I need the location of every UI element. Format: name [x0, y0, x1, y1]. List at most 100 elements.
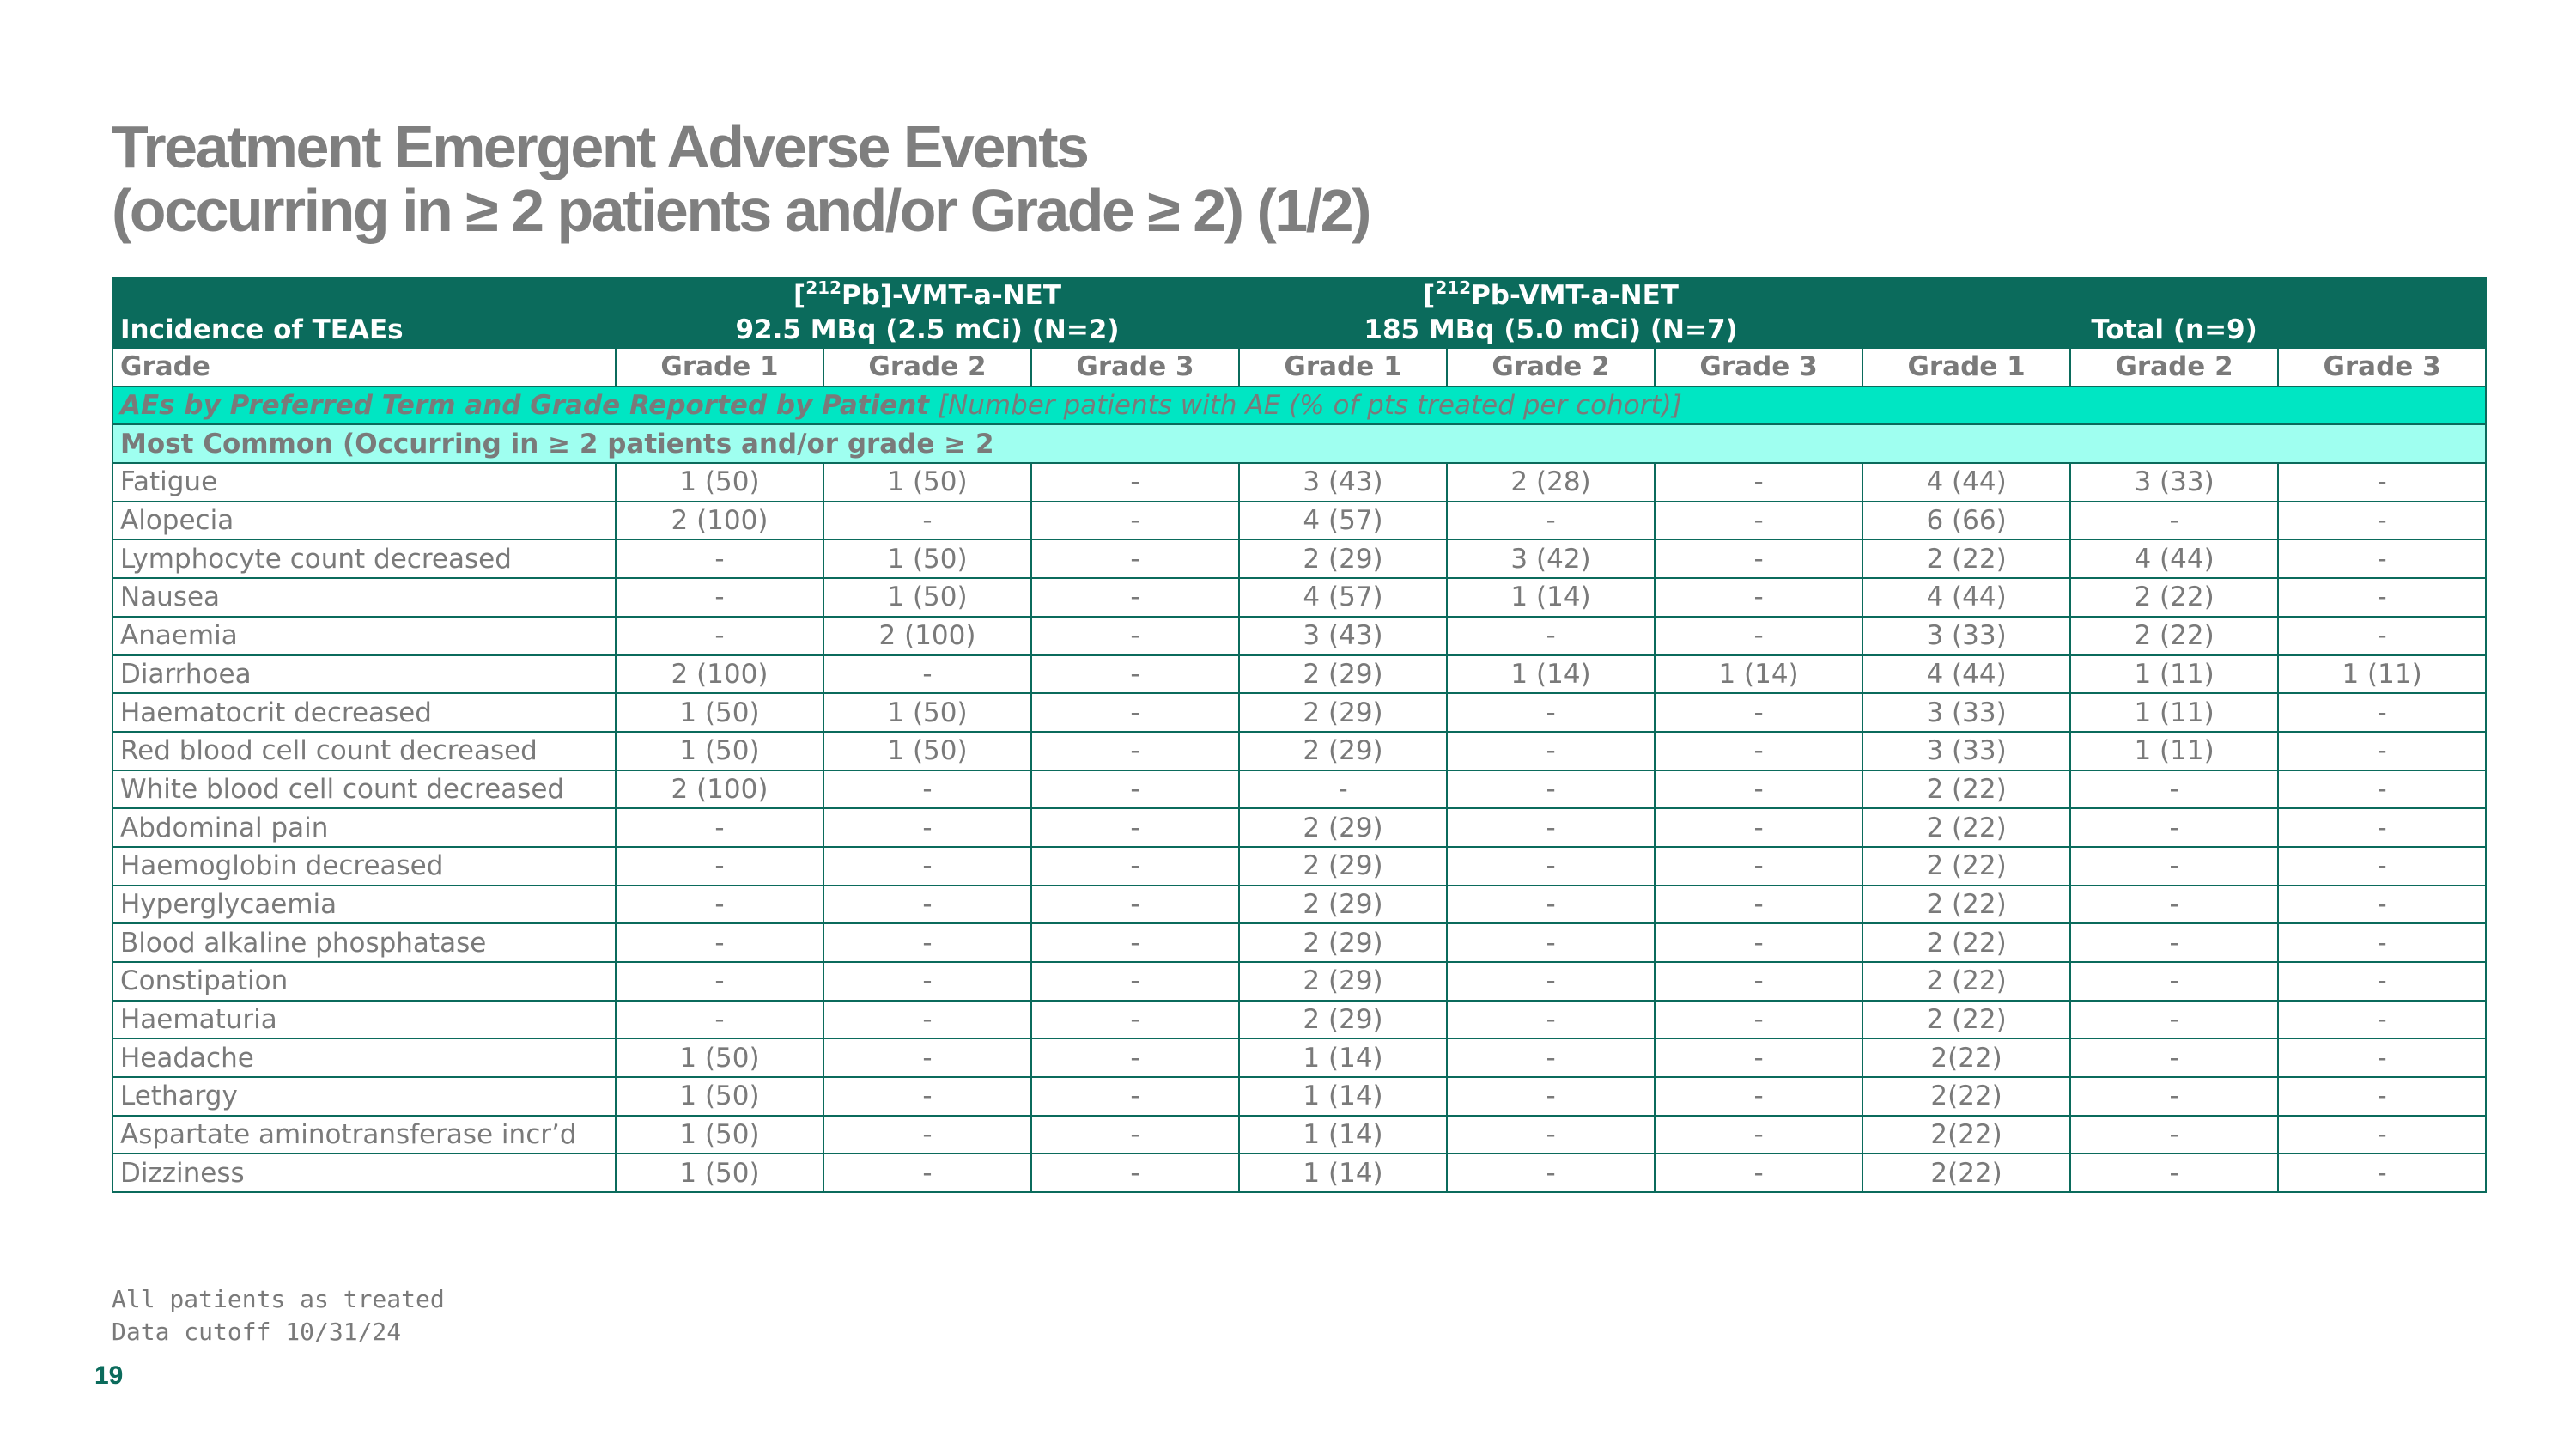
- incidence-cell: -: [1446, 845, 1656, 886]
- incidence-cell: 1 (50): [823, 539, 1032, 580]
- incidence-cell: -: [1654, 539, 1864, 580]
- grade-header: Grade 3: [1654, 347, 1864, 387]
- incidence-cell: 4 (44): [1862, 577, 2072, 618]
- incidence-cell: -: [1030, 539, 1241, 580]
- section-row-most-common: Most Common (Occurring in ≥ 2 patients a…: [111, 423, 2488, 465]
- section-title-note: [Number patients with AE (% of pts treat…: [929, 390, 1682, 422]
- incidence-cell: -: [2277, 922, 2488, 963]
- incidence-cell: -: [1030, 1114, 1241, 1155]
- incidence-cell: -: [1030, 1153, 1241, 1194]
- incidence-cell: -: [615, 539, 824, 580]
- incidence-cell: -: [2069, 807, 2280, 848]
- incidence-cell: -: [2069, 1076, 2280, 1117]
- incidence-cell: 2 (100): [615, 500, 824, 541]
- section-row-preferred-term: AEs by Preferred Term and Grade Reported…: [111, 385, 2488, 426]
- incidence-cell: -: [615, 961, 824, 1002]
- incidence-cell: 2 (29): [1238, 999, 1449, 1040]
- incidence-cell: -: [1030, 500, 1241, 541]
- incidence-cell: -: [2069, 1114, 2280, 1155]
- header-cohort-low-dose: [212Pb]-VMT-a-NET 92.5 MBq (2.5 mCi) (N=…: [614, 277, 1241, 349]
- incidence-cell: 2 (22): [1862, 922, 2072, 963]
- teae-table: Incidence of TEAEs [212Pb]-VMT-a-NET 92.…: [111, 277, 2488, 1194]
- incidence-cell: -: [615, 884, 824, 925]
- incidence-cell: -: [615, 922, 824, 963]
- adverse-event-term: Hyperglycaemia: [112, 884, 617, 925]
- adverse-event-term: Aspartate aminotransferase incr’d: [112, 1114, 617, 1155]
- incidence-cell: 2(22): [1862, 1114, 2072, 1155]
- adverse-event-term: Abdominal pain: [112, 807, 617, 848]
- incidence-cell: -: [2277, 1076, 2488, 1117]
- incidence-cell: -: [1446, 692, 1656, 733]
- incidence-cell: -: [2069, 922, 2280, 963]
- grade-row: Grade Grade 1 Grade 2 Grade 3 Grade 1 Gr…: [112, 347, 2488, 387]
- incidence-cell: -: [1654, 1114, 1864, 1155]
- section-title-emphasis: AEs by Preferred Term and Grade Reported…: [120, 390, 930, 422]
- adverse-event-term: Haemoglobin decreased: [112, 845, 617, 886]
- incidence-cell: 1 (50): [823, 577, 1032, 618]
- incidence-cell: -: [1030, 807, 1241, 848]
- incidence-cell: -: [2277, 1038, 2488, 1079]
- incidence-cell: -: [1446, 730, 1656, 771]
- incidence-cell: -: [1446, 615, 1656, 656]
- incidence-cell: 4 (44): [1862, 654, 2072, 695]
- table-row: Lethargy 1 (50) - -1 (14) - -2(22) - -: [112, 1076, 2488, 1117]
- adverse-event-term: Headache: [112, 1038, 617, 1079]
- incidence-cell: -: [823, 961, 1032, 1002]
- incidence-cell: 3 (43): [1238, 615, 1449, 656]
- incidence-cell: -: [2069, 845, 2280, 886]
- incidence-cell: -: [1446, 1038, 1656, 1079]
- incidence-cell: -: [1654, 500, 1864, 541]
- adverse-event-term: Lymphocyte count decreased: [112, 539, 617, 580]
- incidence-cell: 1 (11): [2277, 654, 2488, 695]
- incidence-cell: 2 (29): [1238, 807, 1449, 848]
- incidence-cell: 2 (29): [1238, 539, 1449, 580]
- adverse-event-term: Blood alkaline phosphatase: [112, 922, 617, 963]
- incidence-cell: 3 (42): [1446, 539, 1656, 580]
- incidence-cell: 1 (11): [2069, 730, 2280, 771]
- incidence-cell: 1 (50): [615, 1076, 824, 1117]
- incidence-cell: -: [1030, 1038, 1241, 1079]
- incidence-cell: 2 (22): [2069, 577, 2280, 618]
- incidence-cell: -: [1446, 769, 1656, 810]
- incidence-cell: 1 (50): [615, 730, 824, 771]
- grade-header: Grade 1: [1862, 347, 2072, 387]
- table-row: Nausea -1 (50) -4 (57) 1 (14) -4 (44) 2 (22) -: [112, 577, 2488, 618]
- incidence-cell: -: [2069, 500, 2280, 541]
- incidence-cell: 2(22): [1862, 1076, 2072, 1117]
- incidence-cell: 2 (100): [615, 654, 824, 695]
- adverse-event-term: Lethargy: [112, 1076, 617, 1117]
- incidence-cell: -: [1446, 1153, 1656, 1194]
- incidence-cell: 2 (100): [615, 769, 824, 810]
- incidence-cell: -: [1654, 692, 1864, 733]
- incidence-cell: -: [2277, 1153, 2488, 1194]
- incidence-cell: 4 (44): [1862, 462, 2072, 502]
- incidence-cell: -: [1030, 692, 1241, 733]
- grade-header: Grade 3: [1030, 347, 1241, 387]
- section-title-most-common: Most Common (Occurring in ≥ 2 patients a…: [111, 423, 2488, 465]
- incidence-cell: -: [1654, 577, 1864, 618]
- adverse-event-term: Alopecia: [112, 500, 617, 541]
- table-row: Alopecia 2 (100) - -4 (57) - -6 (66) - -: [112, 500, 2488, 541]
- incidence-cell: 2 (29): [1238, 845, 1449, 886]
- incidence-cell: 1 (50): [823, 462, 1032, 502]
- adverse-event-term: Haematuria: [112, 999, 617, 1040]
- incidence-cell: -: [823, 1114, 1032, 1155]
- adverse-event-term: Diarrhoea: [112, 654, 617, 695]
- incidence-cell: 2 (29): [1238, 884, 1449, 925]
- incidence-cell: -: [2277, 884, 2488, 925]
- incidence-cell: 2 (22): [1862, 769, 2072, 810]
- incidence-cell: -: [1030, 769, 1241, 810]
- incidence-cell: -: [1654, 884, 1864, 925]
- table-row: Lymphocyte count decreased -1 (50) -2 (29)…: [112, 539, 2488, 580]
- incidence-cell: -: [823, 500, 1032, 541]
- incidence-cell: -: [823, 654, 1032, 695]
- table-row: Haematocrit decreased 1 (50) 1 (50) -2 (29)…: [112, 692, 2488, 733]
- incidence-cell: -: [1654, 615, 1864, 656]
- incidence-cell: 1 (11): [2069, 692, 2280, 733]
- table-row: Headache 1 (50) - -1 (14) - -2(22) - -: [112, 1038, 2488, 1079]
- incidence-cell: -: [823, 999, 1032, 1040]
- incidence-cell: -: [1238, 769, 1449, 810]
- incidence-cell: 1 (14): [1238, 1038, 1449, 1079]
- header-row: Incidence of TEAEs [212Pb]-VMT-a-NET 92.…: [112, 277, 2488, 349]
- incidence-cell: -: [1446, 884, 1656, 925]
